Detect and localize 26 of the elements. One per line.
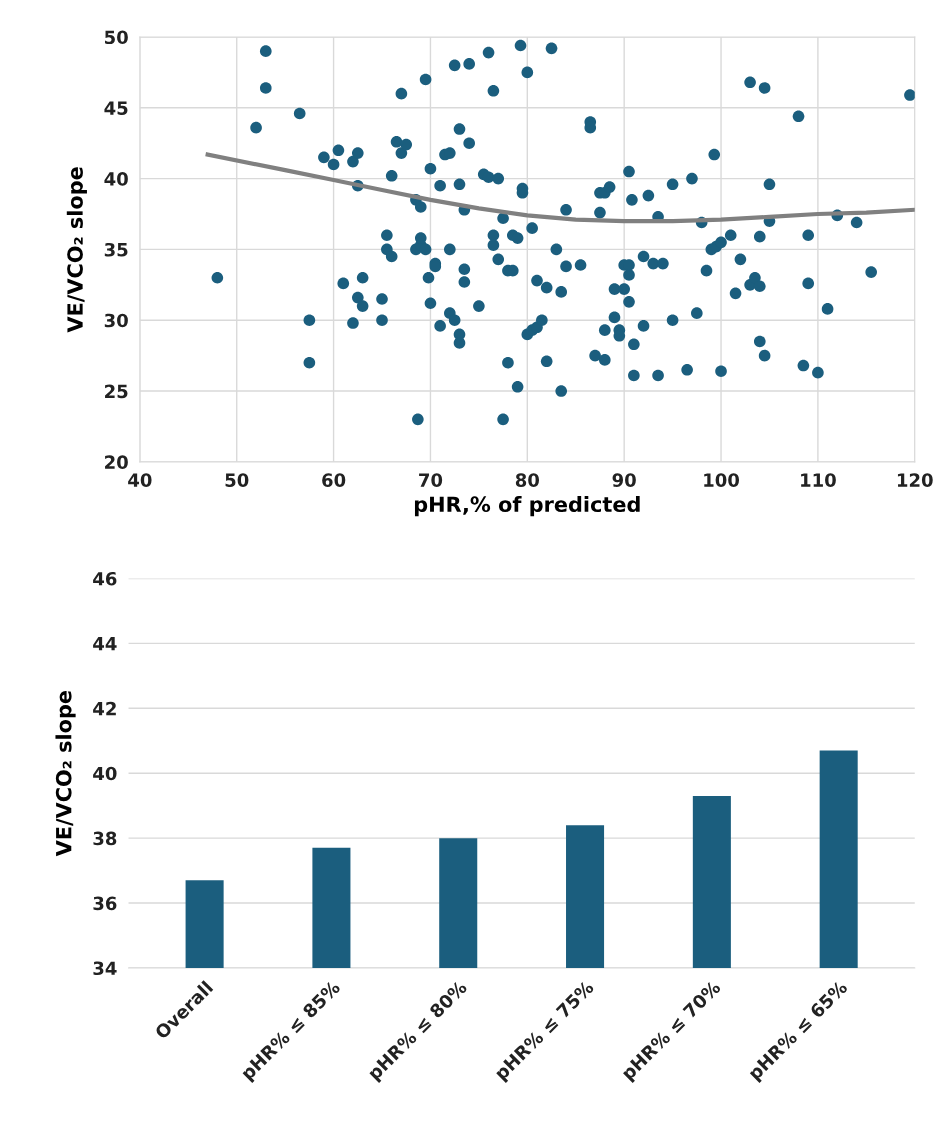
y-tick-label: 20	[105, 455, 128, 469]
y-tick-label: 40	[104, 172, 128, 186]
y-tick-label: 25	[105, 384, 128, 399]
x-tick-label: 70	[419, 473, 443, 487]
y-tick-label: 38	[93, 831, 117, 846]
y-tick-label: 50	[105, 30, 128, 45]
y-tick-label: 35	[104, 242, 128, 257]
y-axis-title: VE/VCO₂ slope	[66, 167, 87, 333]
x-tick-label: 80	[515, 473, 540, 487]
y-tick-label: 42	[93, 701, 116, 716]
x-tick-label: 90	[612, 473, 636, 487]
y-tick-label: 36	[93, 896, 117, 911]
x-tick-label: 40	[128, 473, 152, 487]
y-tick-label: 30	[104, 313, 128, 328]
x-tick-label: 100	[704, 473, 740, 487]
y-tick-label: 44	[93, 637, 117, 651]
x-tick-label: 120	[897, 473, 933, 487]
y-axis-title: VE/VCO₂ slope	[55, 691, 76, 857]
y-tick-label: 45	[104, 101, 128, 115]
y-tick-label: 34	[93, 961, 117, 976]
y-tick-label: 40	[93, 766, 117, 781]
x-tick-label: 60	[322, 473, 346, 487]
x-axis-title: pHR,% of predicted	[414, 495, 640, 517]
x-tick-label: 110	[801, 473, 836, 487]
x-tick-label: 50	[225, 473, 249, 487]
y-tick-label: 46	[93, 571, 117, 586]
